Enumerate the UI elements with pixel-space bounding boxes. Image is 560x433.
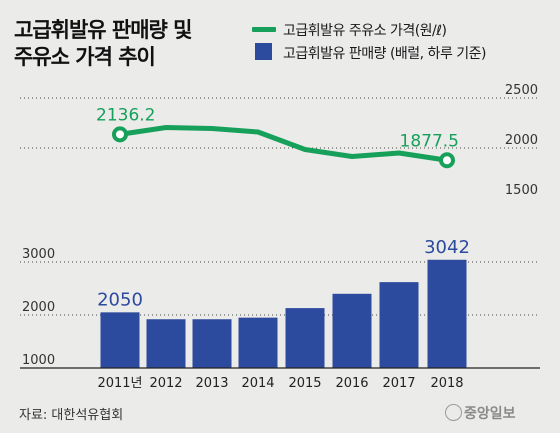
source-note: 자료: 대한석유협회	[19, 408, 124, 423]
legend-line-label: 고급휘발유 주유소 가격(원/ℓ)	[283, 23, 447, 39]
price-point-marker	[439, 152, 455, 169]
sales-data-label: 3042	[424, 237, 470, 258]
publisher-logo: 중앙일보	[464, 406, 516, 422]
sales-bar	[192, 319, 232, 368]
price-series-line	[117, 125, 450, 163]
x-tick-label: 2016	[335, 376, 368, 391]
logo-mark	[445, 404, 462, 421]
line-y-tick-label: 1500	[505, 183, 538, 198]
legend-bar-label: 고급휘발유 판매량 (배럴, 하루 기준)	[283, 46, 487, 62]
price-point-marker	[112, 126, 128, 143]
x-tick-label: 2014	[241, 376, 274, 391]
line-y-tick-label: 2500	[505, 83, 538, 98]
chart-title-line-2: 주유소 가격 추이	[14, 45, 156, 69]
bar-y-tick-label: 2000	[22, 300, 55, 315]
x-tick-label: 2011년	[97, 376, 142, 391]
x-tick-label: 2017	[382, 376, 415, 391]
legend-line-swatch	[252, 27, 276, 32]
sales-bar	[427, 259, 467, 368]
sales-bar	[238, 317, 278, 368]
bar-y-tick-label: 3000	[22, 247, 55, 262]
sales-bar	[100, 312, 140, 368]
line-y-tick-label: 2000	[505, 133, 538, 148]
sales-bar	[332, 293, 372, 368]
x-tick-label: 2018	[430, 376, 463, 391]
chart-title-line-1: 고급휘발유 판매량 및	[14, 18, 193, 42]
sales-data-label: 2050	[97, 289, 143, 310]
legend-bar-swatch	[255, 43, 272, 60]
x-tick-label: 2012	[149, 376, 182, 391]
x-tick-label: 2013	[195, 376, 228, 391]
sales-bar	[379, 282, 419, 368]
x-tick-label: 2015	[288, 376, 321, 391]
price-data-label: 1877.5	[400, 131, 459, 151]
price-data-label: 2136.2	[96, 105, 155, 125]
bar-y-tick-label: 1000	[22, 353, 55, 368]
sales-bar	[146, 319, 186, 368]
sales-bar	[285, 308, 325, 368]
